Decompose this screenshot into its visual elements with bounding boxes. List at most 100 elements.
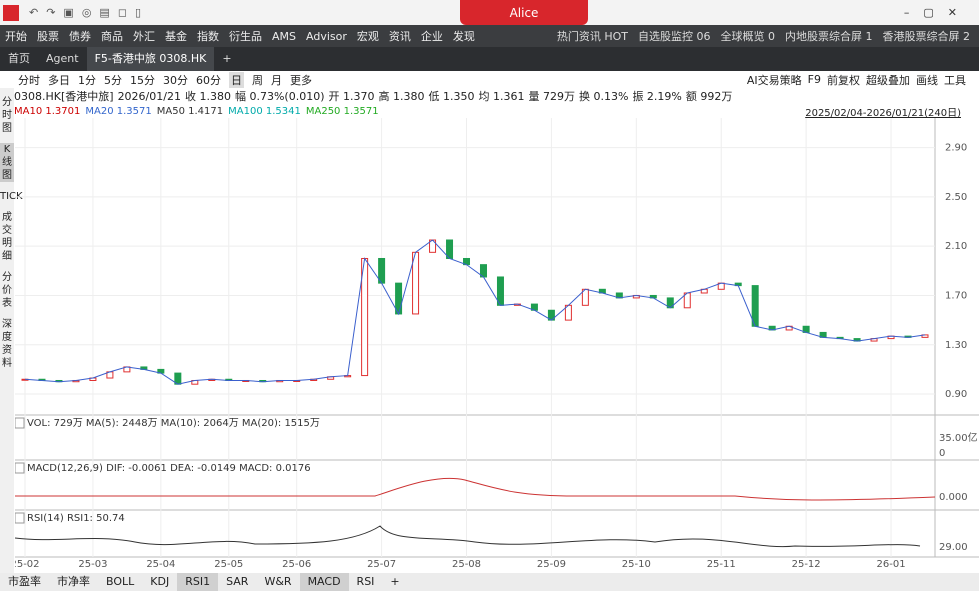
period[interactable]: 5分 <box>104 73 122 87</box>
indicator-tab[interactable]: KDJ <box>150 575 170 588</box>
indicator-tab[interactable]: + <box>390 575 400 588</box>
help-box <box>15 462 25 474</box>
menu-item[interactable]: 基金 <box>165 30 187 43</box>
period[interactable]: 周 <box>252 73 263 87</box>
tab[interactable]: Agent <box>46 52 79 65</box>
tab[interactable]: 首页 <box>8 52 30 65</box>
ma-line: MA10 1.3701 MA20 1.3571 MA50 1.4171 MA100 1… <box>14 104 979 118</box>
menu-item[interactable]: 指数 <box>197 30 219 43</box>
x-tick-label: 25-11 <box>707 559 736 570</box>
side-tab[interactable]: 深度资料 <box>2 319 12 369</box>
axis-label: 29.00 <box>939 542 968 553</box>
quote-field: 幅 0.73%(0.010) <box>234 90 325 103</box>
tool[interactable]: AI交易策略 <box>746 73 802 87</box>
indicator-tab[interactable]: W&R <box>264 575 292 588</box>
x-tick-label: 25-12 <box>792 559 821 570</box>
x-tick-label: 25-05 <box>214 559 243 570</box>
menu-item[interactable]: Advisor <box>306 29 347 43</box>
period[interactable]: 1分 <box>78 73 96 87</box>
x-tick-label: 25-09 <box>537 559 566 570</box>
tool[interactable]: 前复权 <box>827 73 860 87</box>
menu-item[interactable]: 香港股票综合屏 2 <box>882 30 971 43</box>
quote-field: 额 992万 <box>685 90 733 103</box>
period[interactable]: 分时 <box>18 73 40 87</box>
help-box <box>15 512 25 524</box>
ma-value: MA50 1.4171 <box>156 105 224 117</box>
close-line <box>24 239 926 385</box>
tab[interactable]: F5-香港中旅 0308.HK <box>86 47 215 71</box>
period[interactable]: 更多 <box>290 73 312 87</box>
rsi-trace <box>15 525 921 548</box>
indicator-tab[interactable]: 市净率 <box>57 575 90 588</box>
user-tab[interactable]: Alice <box>460 0 588 25</box>
ma-value: MA250 1.3571 <box>305 105 379 117</box>
x-tick-label: 25-07 <box>367 559 396 570</box>
indicator-tab[interactable]: RSI <box>356 575 375 588</box>
tab[interactable]: + <box>222 52 232 65</box>
quote-field: 收 1.380 <box>184 90 231 103</box>
menu-item[interactable]: 全球概览 0 <box>720 30 776 43</box>
x-tick-label: 25-10 <box>622 559 651 570</box>
menu-item[interactable]: 企业 <box>420 30 443 43</box>
pane-label: VOL: 729万 MA(5): 2448万 MA(10): 2064万 MA(… <box>27 418 320 429</box>
pane-label: RSI(14) RSI1: 50.74 <box>27 513 125 524</box>
indicator-tab[interactable]: MACD <box>299 573 349 591</box>
menu-item[interactable]: 衍生品 <box>229 30 262 43</box>
period[interactable]: 多日 <box>48 73 70 87</box>
x-tick-label: 26-01 <box>877 559 906 570</box>
indicator-tab[interactable]: 市盈率 <box>8 575 41 588</box>
window-controls[interactable]: –▢✕ <box>903 6 971 19</box>
x-tick-label: 25-02 <box>15 559 40 570</box>
app-icon <box>3 4 19 21</box>
period[interactable]: 30分 <box>163 73 188 87</box>
quote-field: 量 729万 <box>528 90 575 103</box>
period[interactable]: 60分 <box>196 73 221 87</box>
x-tick-label: 25-08 <box>452 559 481 570</box>
quote-field: 开 1.370 <box>328 90 375 103</box>
menu-item[interactable]: 商品 <box>101 30 123 43</box>
menu-item[interactable]: 发现 <box>452 30 475 43</box>
help-box <box>15 417 25 429</box>
side-tab[interactable]: 分价表 <box>2 272 12 309</box>
menu-bar: 开始 股票 债券 商品 外汇 基金 指数 衍生品 AMS Advisor 宏观 资讯 企业 发现 <box>0 25 979 47</box>
menu-item[interactable]: 债券 <box>69 30 91 43</box>
menu-item[interactable]: 内地股票综合屏 1 <box>785 30 873 43</box>
tool[interactable]: F9 <box>807 73 821 86</box>
menu-item[interactable]: AMS <box>272 29 296 43</box>
period[interactable]: 月 <box>271 73 282 87</box>
menu-item[interactable]: 热门资讯 HOT <box>556 30 628 43</box>
sidebar: 分时图 K线图 TICK 成交明细分价表深度资料 <box>0 88 23 573</box>
y-tick-label: 1.30 <box>945 340 967 351</box>
y-tick-label: 2.50 <box>945 192 967 203</box>
y-tick-label: 2.90 <box>945 143 967 154</box>
menu-item[interactable]: 开始 <box>5 30 27 43</box>
menu-item[interactable]: 宏观 <box>356 30 379 43</box>
indicator-tab[interactable]: BOLL <box>106 575 135 588</box>
menu-item[interactable]: 自选股监控 06 <box>638 30 711 43</box>
side-tab[interactable]: 分时图 <box>2 97 12 134</box>
side-tab[interactable]: 成交明细 <box>2 212 12 262</box>
axis-label: 0 <box>939 448 945 459</box>
tool[interactable]: 超级叠加 <box>866 73 910 87</box>
quote-field: 换 0.13% <box>578 90 629 103</box>
indicator-tab[interactable]: SAR <box>226 575 249 588</box>
macd-trace <box>15 477 936 501</box>
x-tick-label: 25-06 <box>282 559 311 570</box>
tool[interactable]: 画线 <box>916 73 938 87</box>
bottom-tabs: 市盈率 市净率 BOLL KDJ RSI1 SAR W&R MACD RSI + <box>0 573 979 591</box>
period-bar: 分时 多日 1分 5分 15分 30分 60分日周月更多 <box>14 71 979 88</box>
indicator-tab[interactable]: RSI1 <box>177 573 219 591</box>
menu-item[interactable]: 资讯 <box>388 30 411 43</box>
ma-value: MA20 1.3571 <box>85 105 152 117</box>
pane-label: MACD(12,26,9) DIF: -0.0061 DEA: -0.0149 … <box>27 463 311 474</box>
menu-item[interactable]: 股票 <box>37 30 59 43</box>
tab-bar: 首页 Agent F5-香港中旅 0308.HK + <box>0 47 979 71</box>
date-range[interactable]: 2025/02/04-2026/01/21(240日) <box>805 108 961 119</box>
side-tab[interactable]: TICK <box>0 191 23 202</box>
side-tab[interactable]: K线图 <box>0 143 14 182</box>
period[interactable]: 日 <box>229 71 244 88</box>
menu-item[interactable]: 外汇 <box>133 30 155 43</box>
tool[interactable]: 工具 <box>944 73 966 87</box>
axis-label: 0.000 <box>939 492 968 503</box>
period[interactable]: 15分 <box>130 73 155 87</box>
